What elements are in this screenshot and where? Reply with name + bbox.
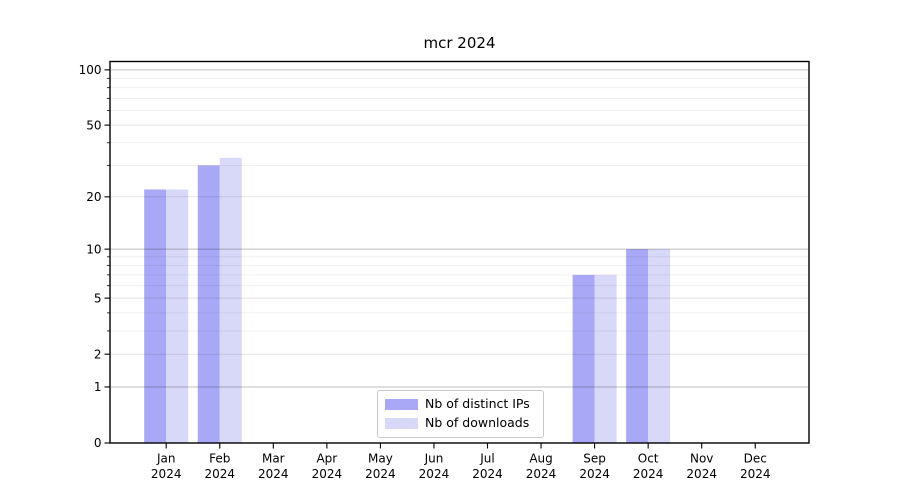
- legend-swatch-icon: [385, 417, 418, 430]
- bar-downloads: [594, 274, 617, 443]
- x-tick-label-year: 2024: [419, 467, 450, 481]
- y-tick-label: 1: [94, 380, 102, 394]
- x-tick-label-month: Jul: [479, 452, 494, 466]
- bar-downloads: [166, 189, 189, 443]
- x-tick-label-month: Oct: [638, 452, 659, 466]
- x-tick-label-month: May: [368, 452, 393, 466]
- x-tick-label-year: 2024: [526, 467, 557, 481]
- x-tick-label-month: Mar: [262, 452, 285, 466]
- x-tick-label-year: 2024: [151, 467, 182, 481]
- x-tick-label-year: 2024: [312, 467, 343, 481]
- x-tick-label-year: 2024: [204, 467, 235, 481]
- x-tick-label-month: Jun: [424, 452, 444, 466]
- y-tick-label: 0: [94, 436, 102, 450]
- x-tick-label-year: 2024: [633, 467, 664, 481]
- x-tick-label-month: Apr: [316, 452, 337, 466]
- y-tick-label: 5: [94, 291, 102, 305]
- bar-distinct-ips: [197, 165, 220, 443]
- y-tick-label: 20: [86, 190, 101, 204]
- x-tick-label-month: Nov: [690, 452, 713, 466]
- bar-distinct-ips: [572, 274, 595, 443]
- x-tick-label-year: 2024: [686, 467, 717, 481]
- x-tick-label-month: Aug: [529, 452, 552, 466]
- axes-frame: [109, 60, 810, 444]
- legend-item: Nb of downloads: [385, 415, 535, 433]
- y-tick-label: 2: [94, 347, 102, 361]
- bar-downloads: [648, 249, 671, 443]
- chart-title: mcr 2024: [423, 34, 496, 52]
- x-tick-label-year: 2024: [365, 467, 396, 481]
- legend-item: Nb of distinct IPs: [385, 395, 535, 413]
- y-tick-label: 100: [79, 63, 102, 77]
- y-tick-label: 50: [86, 118, 101, 132]
- legend-label: Nb of downloads: [425, 415, 530, 431]
- x-tick-label-month: Sep: [583, 452, 606, 466]
- x-tick-label-month: Jan: [156, 452, 176, 466]
- x-tick-label-month: Feb: [209, 452, 230, 466]
- bar-downloads: [219, 157, 242, 443]
- legend-swatch-icon: [385, 398, 418, 411]
- x-tick-label-year: 2024: [740, 467, 771, 481]
- bar-distinct-ips: [144, 189, 167, 443]
- y-tick-label: 10: [86, 242, 101, 256]
- legend: Nb of distinct IPs Nb of downloads: [377, 390, 544, 438]
- legend-label: Nb of distinct IPs: [425, 396, 530, 412]
- x-tick-label-year: 2024: [258, 467, 289, 481]
- x-tick-label-month: Dec: [744, 452, 767, 466]
- x-tick-label-year: 2024: [472, 467, 503, 481]
- bar-distinct-ips: [626, 249, 649, 443]
- x-tick-label-year: 2024: [579, 467, 610, 481]
